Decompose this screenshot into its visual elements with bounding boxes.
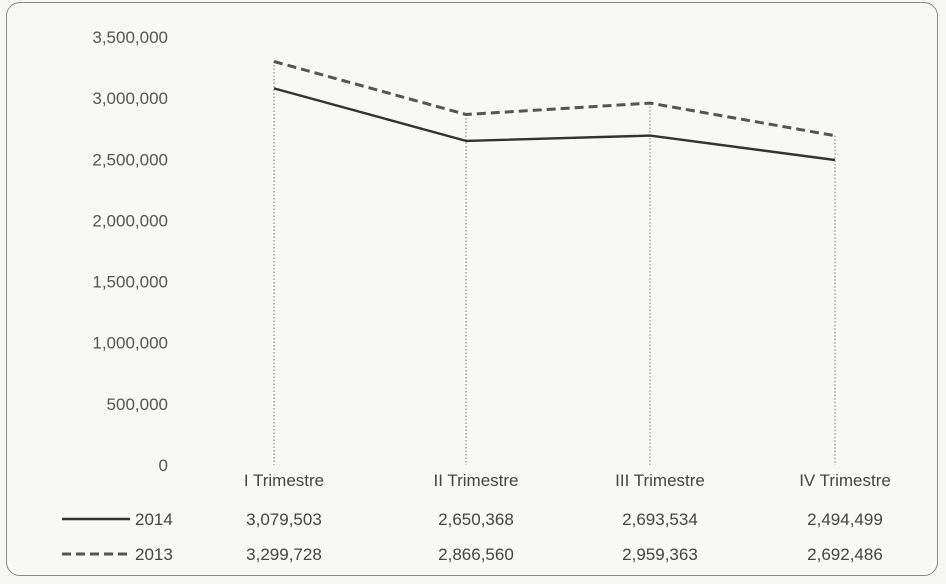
- category-label: IV Trimestre: [799, 471, 891, 490]
- category-label: I Trimestre: [244, 471, 324, 490]
- series-line-2013: [273, 60, 836, 138]
- data-value-label: 2,693,534: [622, 510, 698, 529]
- data-value-label: 2,959,363: [622, 545, 698, 564]
- data-table: 2014 3,079,503 2,650,368 2,693,534 2,494,499…: [62, 510, 883, 564]
- category-label: III Trimestre: [615, 471, 705, 490]
- legend-label-2014: 2014: [135, 510, 173, 529]
- data-value-label: 2,650,368: [438, 510, 514, 529]
- legend-label-2013: 2013: [135, 545, 173, 564]
- y-axis-ticks: 0 500,000 1,000,000 1,500,000 2,000,000 2,500…: [92, 28, 168, 475]
- y-tick-label: 1,000,000: [92, 334, 168, 353]
- category-label: II Trimestre: [433, 471, 518, 490]
- y-tick-label: 1,500,000: [92, 273, 168, 292]
- y-tick-label: 2,000,000: [92, 211, 168, 230]
- data-value-label: 3,079,503: [246, 510, 322, 529]
- series-lines: [273, 60, 836, 162]
- y-tick-label: 500,000: [107, 395, 168, 414]
- data-value-label: 3,299,728: [246, 545, 322, 564]
- y-tick-label: 0: [159, 456, 168, 475]
- data-value-label: 2,866,560: [438, 545, 514, 564]
- y-tick-label: 2,500,000: [92, 150, 168, 169]
- y-tick-label: 3,000,000: [92, 89, 168, 108]
- y-tick-label: 3,500,000: [92, 28, 168, 47]
- category-labels: I Trimestre II Trimestre III Trimestre IV T…: [244, 471, 891, 490]
- series-line-2014: [273, 87, 836, 162]
- data-value-label: 2,692,486: [807, 545, 883, 564]
- data-value-label: 2,494,499: [807, 510, 883, 529]
- chart-frame: [6, 2, 938, 576]
- drop-lines: [273, 61, 836, 465]
